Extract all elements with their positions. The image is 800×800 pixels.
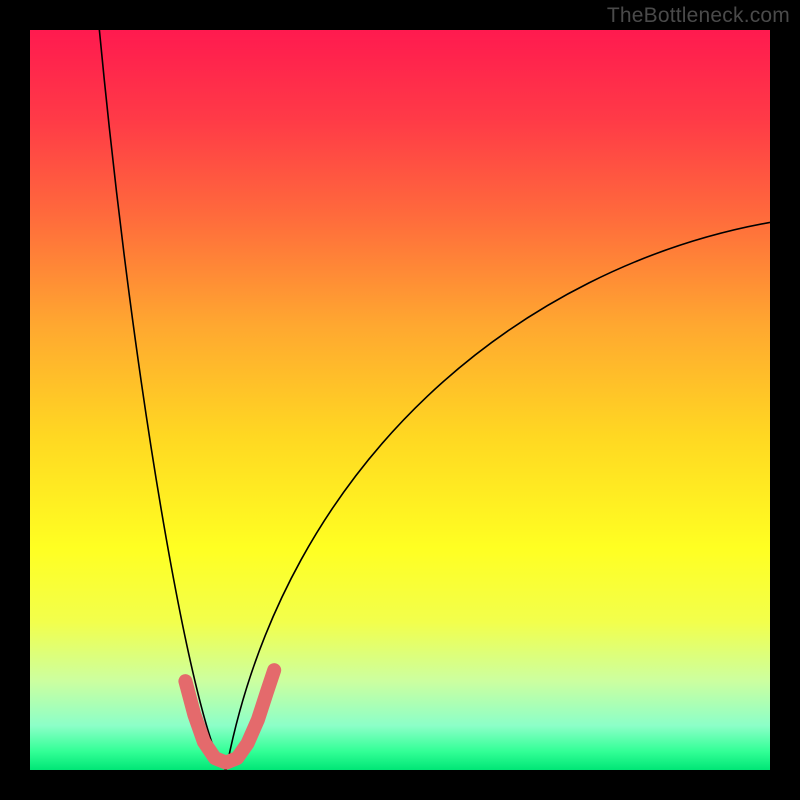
chart-stage: TheBottleneck.com bbox=[0, 0, 800, 800]
bottleneck-curve-chart bbox=[0, 0, 800, 800]
watermark-text: TheBottleneck.com bbox=[607, 4, 790, 28]
plot-background bbox=[30, 30, 770, 770]
